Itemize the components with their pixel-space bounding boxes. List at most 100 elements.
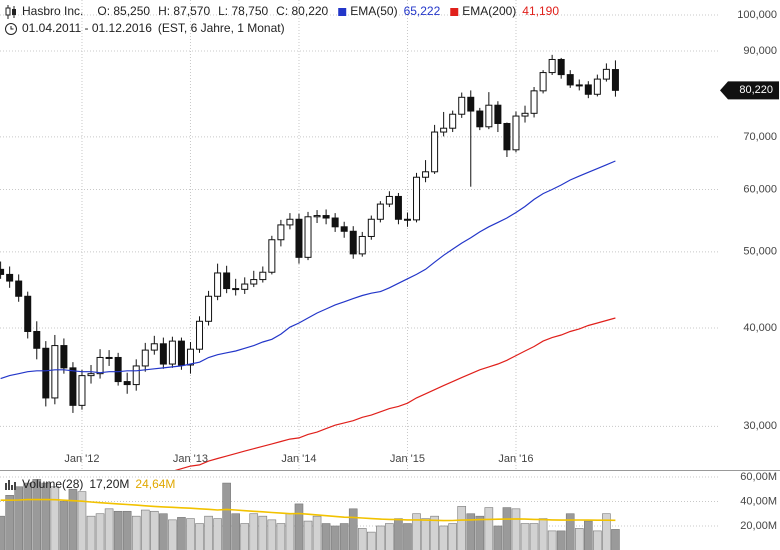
volume-bar (448, 523, 457, 550)
candle-body (0, 268, 5, 275)
candle-body (431, 131, 439, 173)
candle-body (105, 356, 113, 359)
price-plot (0, 54, 619, 470)
candle-body (503, 122, 511, 151)
volume-bar (294, 503, 304, 550)
y-tick-label: 60,00M (740, 471, 777, 483)
volume-bar (186, 518, 195, 550)
candle-body (24, 295, 32, 332)
volume-bar (50, 486, 60, 550)
candle-body (494, 104, 502, 124)
candle-body (259, 271, 267, 281)
volume-bar (602, 513, 611, 550)
volume-bar (574, 528, 584, 550)
candle-body (485, 104, 493, 128)
period: 01.04.2011 - 01.12.2016 (22, 21, 152, 35)
header: Hasbro Inc. O: 85,250 H: 87,570 L: 78,750 C:… (5, 4, 559, 491)
volume-bar (394, 518, 403, 550)
volume-bar (484, 507, 494, 550)
volume-bar (32, 479, 42, 550)
last-price-label: 80,220 (739, 84, 773, 96)
volume-bar (95, 513, 105, 550)
candle-body (539, 72, 547, 92)
volume-bar (0, 515, 5, 550)
y-tick-label: 70,000 (743, 131, 777, 143)
volume-bar (584, 520, 593, 550)
volume-bar (68, 488, 78, 550)
candle-body (512, 115, 520, 151)
volume-bar (267, 519, 277, 550)
candle-body (186, 348, 194, 366)
volume-bar (403, 523, 412, 550)
candle-body (566, 74, 574, 86)
y-tick-label: 40,00M (740, 495, 777, 507)
volume-bar (367, 531, 376, 550)
legend-value: 17,20M (89, 477, 129, 491)
candle-body (286, 218, 294, 226)
volume-bar (556, 530, 566, 550)
volume-bar (565, 513, 575, 550)
volume-bar (502, 507, 512, 550)
candle-body (340, 226, 348, 232)
volume-bar (131, 515, 141, 550)
volume-bar (457, 506, 467, 550)
volume-bar (150, 510, 159, 550)
volume-bar (140, 509, 150, 550)
volume-bar (222, 482, 231, 550)
candle-body (331, 217, 339, 228)
candle-body (214, 272, 222, 297)
volume-average-line (0, 498, 616, 522)
volume-bar (14, 486, 23, 550)
volume-bar (159, 513, 168, 550)
candle-body (413, 176, 421, 221)
volume-bar (593, 530, 602, 550)
legend-value: 41,190 (522, 4, 559, 18)
y-tick-label: 50,000 (743, 246, 777, 258)
volume-bar (466, 513, 476, 550)
volume-bar (493, 525, 503, 550)
candle-body (277, 224, 285, 241)
candle-body (611, 69, 619, 91)
legend-label: EMA(50) (350, 4, 397, 18)
candle-body (295, 218, 303, 258)
candle-body (196, 320, 204, 350)
candle-body (114, 356, 122, 383)
grid (0, 0, 720, 527)
volume-bar (249, 513, 259, 550)
candle-body (87, 373, 95, 377)
clock-icon (5, 23, 17, 35)
candle-body (6, 273, 14, 282)
candle-body (42, 347, 50, 399)
y-tick-label: 40,000 (743, 322, 777, 334)
volume-bar (113, 510, 123, 550)
volume-bar (258, 515, 268, 550)
volume-bar (59, 501, 69, 550)
ema-line (0, 160, 616, 380)
volume-bar (385, 523, 394, 550)
x-tick-label: Jan '12 (64, 453, 99, 465)
candle-body (96, 356, 104, 375)
candle-body (376, 203, 384, 220)
candle-body (458, 96, 466, 115)
candle-body (440, 127, 448, 133)
candle-body (132, 365, 140, 386)
volume-bar (339, 523, 349, 550)
legend-value: 65,222 (404, 4, 441, 18)
volume-bar (547, 530, 557, 550)
ohlc-high: H: 87,570 (158, 4, 210, 18)
candle-body (358, 235, 366, 255)
candle-body (250, 279, 258, 285)
candle-body (33, 330, 41, 349)
ohlc-low: L: 78,750 (218, 4, 268, 18)
candle-body (584, 84, 592, 95)
candle-body (60, 345, 68, 369)
x-tick-label: Jan '15 (390, 453, 425, 465)
candle-body (593, 78, 601, 95)
volume-bar (611, 529, 620, 550)
x-tick-label: Jan '14 (281, 453, 316, 465)
candle-body (304, 216, 312, 258)
volume-bar (285, 513, 295, 550)
ohlc-close: C: 80,220 (276, 4, 328, 18)
volume-bar (430, 515, 439, 550)
candle-body (394, 195, 402, 220)
